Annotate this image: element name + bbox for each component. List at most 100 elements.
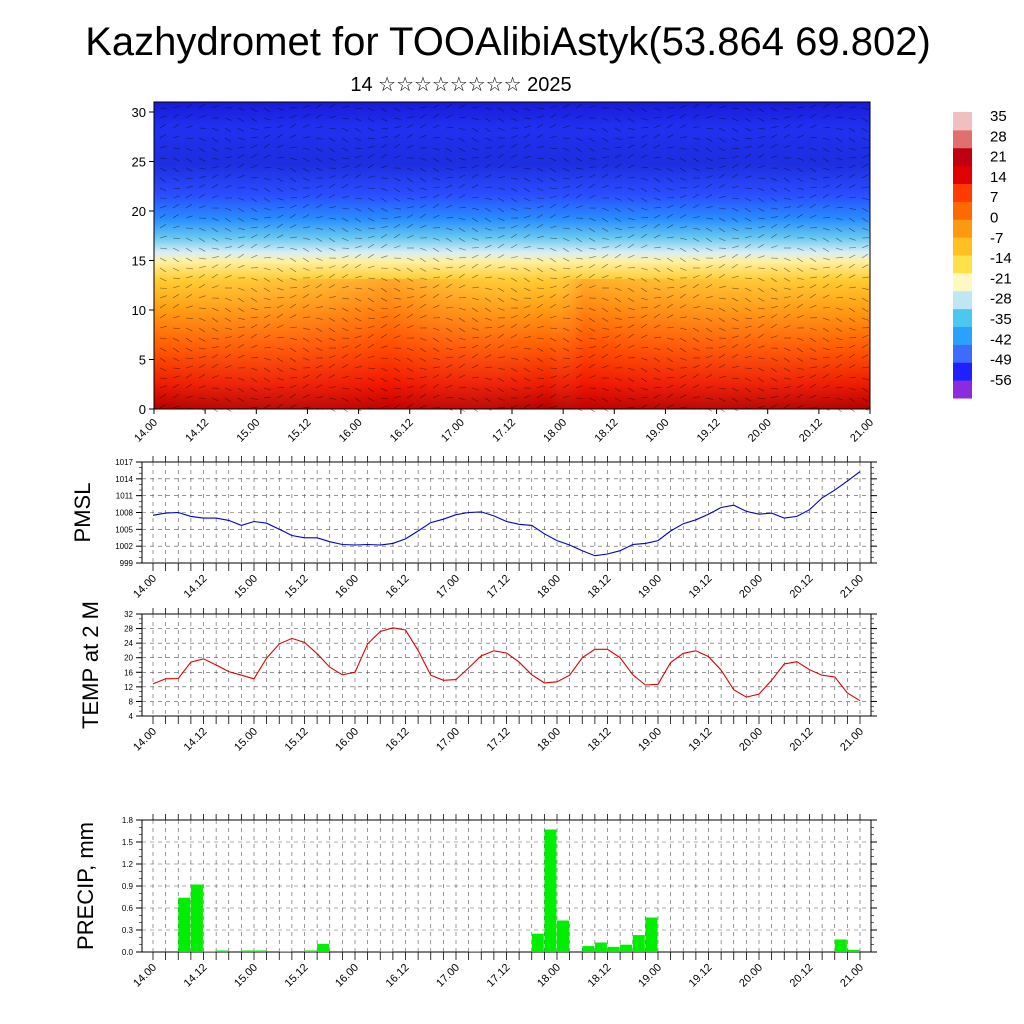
wind-barb (185, 157, 192, 163)
wind-barb (835, 174, 843, 179)
wind-barb (809, 203, 816, 209)
wind-barb (510, 357, 518, 360)
wind-barb (354, 207, 362, 212)
x-tick-label: 16.00 (337, 417, 365, 445)
wind-barbs-overlay (159, 103, 870, 413)
wind-barb (393, 387, 401, 390)
wind-barb (263, 367, 271, 373)
wind-barb (432, 177, 440, 181)
precip-bar (594, 942, 607, 952)
y-axis-title: TEMP at 2 M (78, 601, 103, 729)
wind-barb (328, 237, 335, 243)
wind-barb (445, 384, 453, 389)
wind-barb (757, 405, 765, 409)
wind-barb (341, 117, 349, 120)
wind-barb (523, 246, 531, 249)
wind-barb (848, 353, 855, 359)
wind-barb (159, 123, 167, 129)
wind-barb (510, 107, 517, 113)
wind-barb (484, 387, 492, 392)
wind-barb (172, 187, 181, 190)
wind-barb (731, 237, 740, 239)
wind-barb (666, 224, 674, 229)
wind-barb (653, 167, 661, 171)
wind-barb (731, 354, 739, 359)
x-tick-label: 16.12 (384, 573, 412, 601)
wind-barb (822, 347, 830, 351)
wind-barb (263, 117, 271, 121)
wind-barb (588, 227, 595, 233)
wind-barb (419, 277, 427, 280)
wind-barb (445, 184, 453, 189)
wind-barb (237, 334, 245, 339)
wind-barb (185, 284, 193, 289)
wind-barb (367, 367, 376, 369)
wind-barb (796, 213, 803, 219)
wind-barb (770, 177, 778, 182)
wind-barb (692, 257, 700, 261)
wind-barb (796, 106, 804, 109)
wind-barb (484, 343, 491, 349)
wind-barb (211, 166, 219, 169)
wind-barb (458, 297, 467, 299)
wind-barb (705, 217, 713, 220)
wind-barb (614, 377, 622, 381)
wind-barb (419, 224, 427, 229)
wind-barb (523, 305, 531, 309)
wind-barb (419, 204, 427, 209)
wind-barb (731, 287, 739, 290)
wind-barb (497, 367, 505, 370)
wind-barb (510, 244, 518, 249)
wind-barb (289, 123, 296, 129)
wind-barb (497, 145, 505, 149)
wind-barb (250, 277, 258, 281)
wind-barb (172, 114, 180, 119)
wind-barb (497, 344, 505, 349)
wind-barb (302, 284, 310, 289)
wind-barb (354, 317, 362, 322)
wind-barb (614, 146, 622, 149)
wind-barb (692, 185, 700, 189)
wind-barb (705, 127, 713, 130)
wind-barb (588, 237, 596, 242)
wind-barb (653, 267, 661, 272)
wind-barb (471, 237, 479, 241)
wind-barb (523, 234, 531, 239)
wind-barb (770, 187, 777, 193)
wind-barb (614, 174, 622, 179)
wind-barb (627, 307, 635, 311)
wind-barb (250, 187, 258, 191)
wind-barb (835, 183, 842, 189)
wind-barb (237, 217, 245, 222)
wind-barb (679, 394, 687, 399)
wind-barb (263, 377, 271, 382)
wind-barb (393, 126, 401, 129)
wind-barb (666, 204, 674, 209)
wind-barb (848, 344, 856, 349)
wind-barb (172, 267, 180, 272)
wind-barb (224, 207, 232, 211)
wind-barb (354, 287, 362, 290)
wind-barb (484, 264, 492, 269)
wind-barb (172, 123, 180, 129)
wind-barb (315, 157, 322, 163)
wind-barb (315, 247, 322, 253)
wind-barb (198, 184, 206, 189)
wind-barb (289, 357, 297, 363)
wind-barb (549, 367, 558, 369)
x-tick-label: 14.00 (131, 962, 159, 990)
wind-barb (575, 147, 582, 153)
wind-barb (159, 257, 167, 262)
wind-barb (770, 197, 778, 202)
wind-barb (237, 253, 244, 259)
wind-barb (406, 367, 414, 372)
wind-barb (185, 275, 193, 279)
wind-barb (679, 214, 687, 219)
wind-barb (406, 223, 413, 229)
y-tick-label: 8 (129, 697, 134, 706)
wind-barb (263, 233, 270, 239)
wind-barb (276, 304, 284, 309)
temperature-warm-core (154, 279, 870, 409)
wind-barb (679, 383, 686, 389)
wind-barb (458, 137, 466, 142)
